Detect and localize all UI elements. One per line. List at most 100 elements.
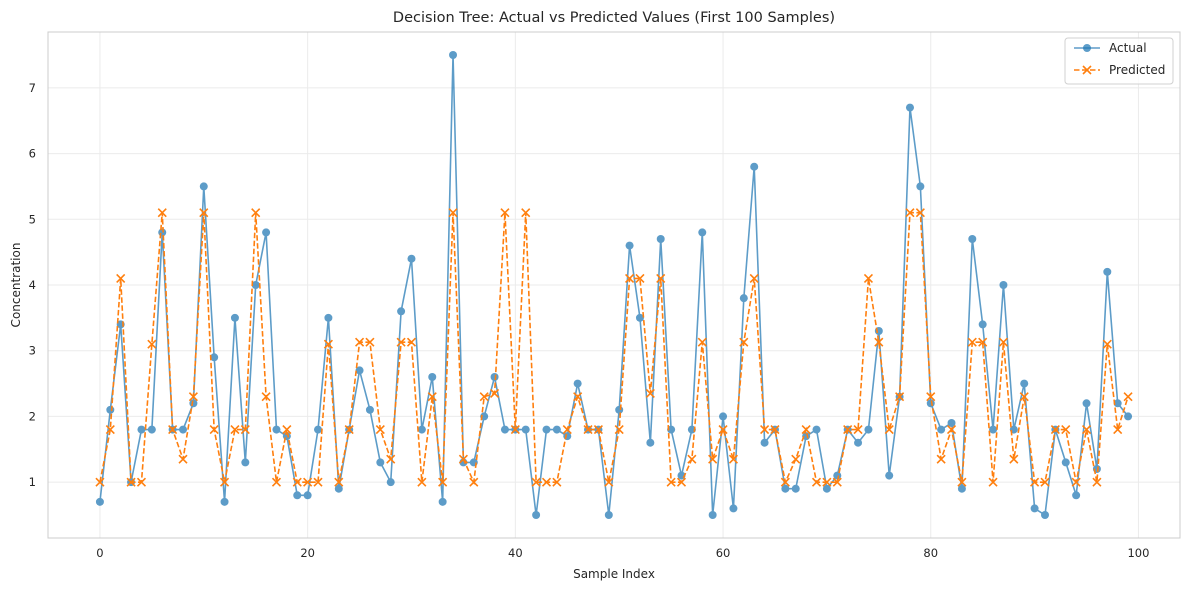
data-point-actual	[646, 438, 655, 447]
data-point-predicted	[583, 425, 593, 435]
data-point-predicted	[1030, 477, 1040, 487]
data-point-predicted	[251, 208, 261, 218]
y-tick-label: 6	[29, 147, 36, 161]
data-point-actual	[521, 425, 530, 434]
data-point-predicted	[676, 477, 687, 487]
data-point-predicted	[365, 337, 375, 347]
legend-marker-predicted	[1082, 65, 1092, 75]
data-point-actual	[999, 281, 1008, 289]
data-point-predicted	[905, 208, 915, 218]
data-point-predicted	[728, 454, 738, 464]
data-point-predicted	[1081, 425, 1092, 435]
data-point-predicted	[822, 477, 832, 487]
data-point-predicted	[354, 337, 365, 347]
data-point-predicted	[292, 477, 302, 487]
chart-title: Decision Tree: Actual vs Predicted Value…	[393, 10, 835, 26]
data-point-actual	[781, 484, 790, 493]
data-point-actual	[532, 511, 541, 519]
data-point-actual	[137, 425, 146, 434]
data-point-predicted	[240, 425, 250, 435]
series-layer	[95, 51, 1133, 519]
data-point-predicted	[791, 454, 801, 464]
data-point-actual	[864, 425, 873, 434]
data-point-predicted	[375, 425, 385, 435]
data-point-actual	[552, 425, 561, 434]
data-point-predicted	[749, 273, 759, 283]
data-point-actual	[262, 228, 271, 237]
data-point-predicted	[344, 425, 354, 435]
data-point-actual	[708, 511, 717, 519]
y-tick-label: 7	[29, 81, 36, 95]
data-point-predicted	[417, 477, 427, 487]
data-point-predicted	[697, 337, 707, 347]
data-point-predicted	[895, 392, 905, 402]
x-tick-label: 20	[300, 546, 315, 560]
data-point-predicted	[801, 425, 811, 435]
data-point-predicted	[116, 273, 126, 283]
data-point-predicted	[978, 337, 988, 347]
data-point-actual	[635, 313, 644, 322]
data-point-predicted	[552, 477, 562, 487]
data-point-actual	[604, 511, 613, 519]
data-point-predicted	[1092, 477, 1102, 487]
data-point-actual	[916, 182, 925, 191]
legend-marker-actual	[1083, 44, 1091, 52]
data-point-predicted	[541, 477, 552, 487]
data-point-predicted	[770, 425, 780, 435]
data-point-actual	[791, 484, 800, 493]
y-tick-label: 1	[29, 475, 36, 489]
data-point-actual	[230, 313, 239, 322]
data-point-actual	[95, 497, 104, 506]
data-point-predicted	[313, 477, 323, 487]
data-point-actual	[241, 458, 250, 467]
data-point-actual	[1124, 412, 1133, 421]
data-point-predicted	[230, 425, 240, 435]
data-point-predicted	[521, 208, 531, 218]
data-point-predicted	[915, 208, 925, 218]
data-point-actual	[355, 366, 364, 375]
data-point-predicted	[1040, 477, 1050, 487]
data-point-actual	[833, 471, 842, 480]
data-point-actual	[365, 405, 374, 414]
data-point-predicted	[936, 454, 946, 464]
plot-frame	[47, 31, 1181, 539]
data-point-actual	[729, 504, 738, 513]
data-point-actual	[407, 254, 416, 263]
data-point-predicted	[147, 339, 157, 349]
data-point-actual	[1113, 399, 1122, 408]
data-point-actual	[293, 491, 302, 500]
series-predicted	[95, 208, 1133, 487]
data-point-actual	[376, 458, 385, 467]
data-point-actual	[272, 425, 281, 434]
data-point-actual	[739, 294, 748, 303]
data-point-predicted	[469, 477, 479, 487]
data-point-predicted	[926, 392, 936, 402]
data-point-predicted	[604, 477, 614, 487]
data-point-predicted	[386, 454, 396, 464]
data-point-actual	[314, 425, 323, 434]
y-tick-label: 4	[29, 278, 36, 292]
data-point-actual	[490, 373, 499, 381]
data-point-actual	[573, 379, 582, 388]
data-point-actual	[1072, 491, 1081, 500]
data-point-predicted	[573, 392, 583, 402]
data-point-predicted	[396, 337, 406, 347]
x-tick-label: 0	[96, 546, 103, 560]
data-point-predicted	[199, 208, 209, 218]
data-point-predicted	[780, 477, 790, 487]
data-point-actual	[937, 425, 946, 434]
data-point-predicted	[168, 425, 178, 435]
data-point-actual	[147, 425, 156, 434]
data-point-predicted	[811, 477, 822, 487]
data-point-actual	[905, 103, 914, 112]
series-line-actual	[99, 54, 1129, 517]
data-point-actual	[989, 425, 998, 434]
data-point-actual	[885, 471, 894, 480]
data-point-predicted	[490, 388, 500, 398]
data-point-predicted	[843, 425, 853, 435]
data-point-actual	[251, 281, 260, 289]
data-point-predicted	[1019, 392, 1029, 402]
data-point-predicted	[323, 339, 333, 349]
data-point-actual	[1040, 511, 1049, 519]
data-point-predicted	[1009, 454, 1019, 464]
